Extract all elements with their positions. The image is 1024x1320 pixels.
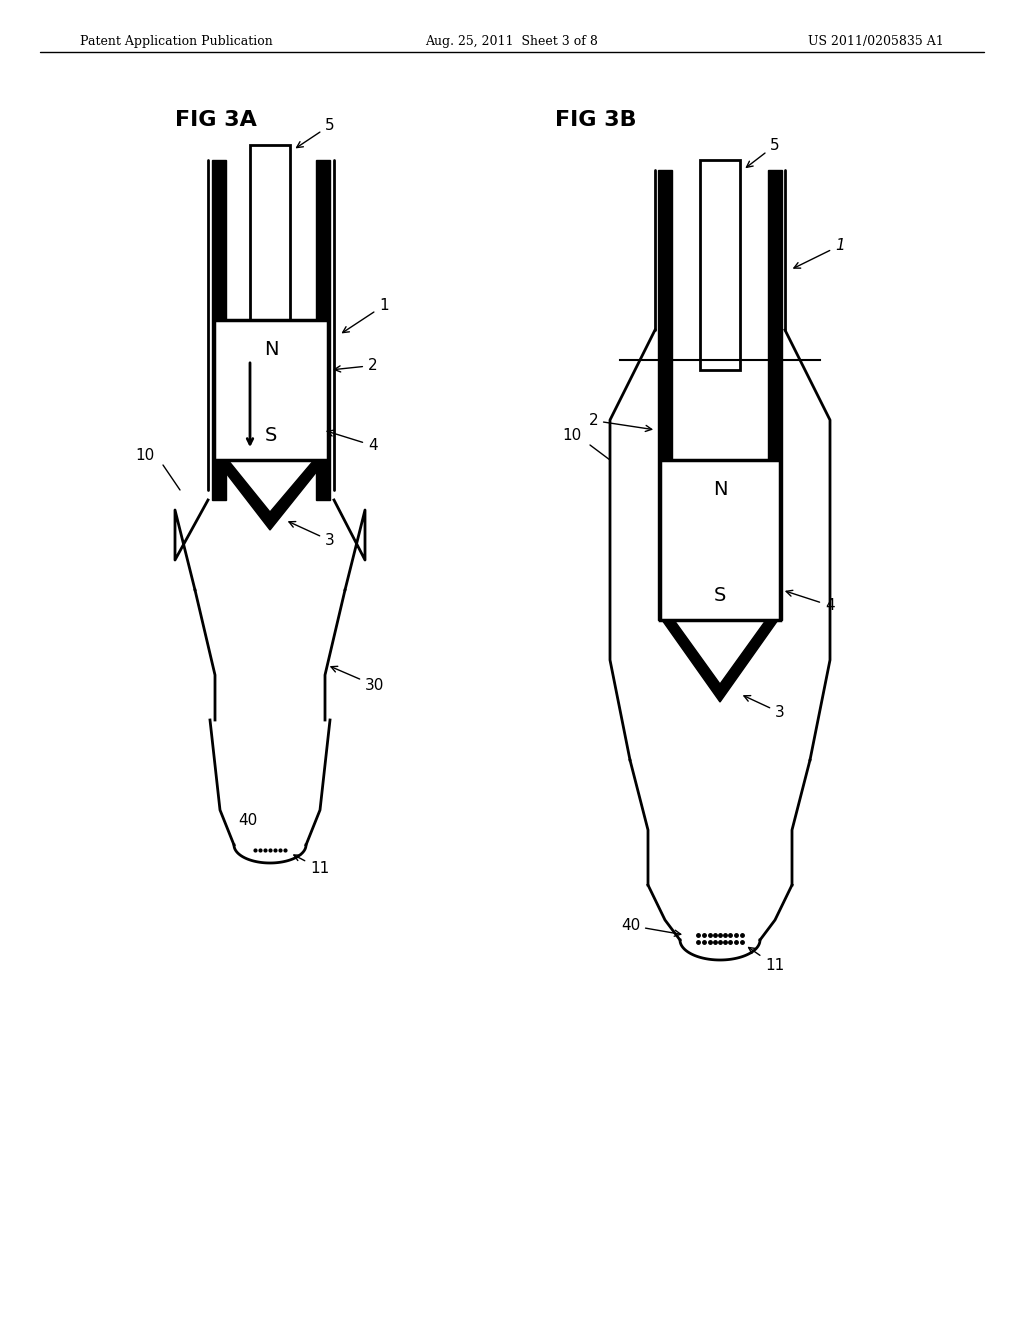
Text: S: S	[714, 586, 726, 605]
Bar	[250, 145, 290, 341]
Text: S: S	[265, 426, 278, 445]
Bar	[768, 170, 782, 620]
Text: 30: 30	[331, 667, 384, 693]
Bar	[660, 459, 780, 620]
Text: N: N	[264, 341, 279, 359]
Text: Patent Application Publication: Patent Application Publication	[80, 36, 272, 48]
Text: 3: 3	[743, 696, 784, 719]
Text: 3: 3	[289, 521, 335, 548]
Text: 1: 1	[794, 238, 845, 268]
Text: FIG 3A: FIG 3A	[175, 110, 257, 129]
Text: 4: 4	[786, 590, 835, 612]
Text: 11: 11	[294, 855, 330, 876]
Text: 10: 10	[563, 428, 582, 444]
Text: 2: 2	[334, 358, 378, 374]
Text: N: N	[713, 480, 727, 499]
Text: Aug. 25, 2011  Sheet 3 of 8: Aug. 25, 2011 Sheet 3 of 8	[426, 36, 598, 48]
Text: 5: 5	[746, 139, 779, 168]
Polygon shape	[662, 620, 778, 702]
Text: 5: 5	[297, 117, 335, 148]
Bar	[214, 319, 328, 459]
Text: 1: 1	[343, 298, 389, 333]
Text: 10: 10	[136, 447, 155, 463]
Text: 11: 11	[749, 948, 784, 973]
Text: 40: 40	[621, 917, 681, 936]
Bar	[658, 170, 672, 620]
Text: 2: 2	[589, 413, 651, 432]
Bar	[212, 160, 226, 500]
Bar	[316, 160, 330, 500]
Text: FIG 3B: FIG 3B	[555, 110, 637, 129]
Bar	[700, 160, 740, 370]
Text: US 2011/0205835 A1: US 2011/0205835 A1	[808, 36, 944, 48]
Polygon shape	[216, 459, 326, 531]
Text: 4: 4	[327, 430, 378, 453]
Text: 40: 40	[239, 813, 258, 828]
